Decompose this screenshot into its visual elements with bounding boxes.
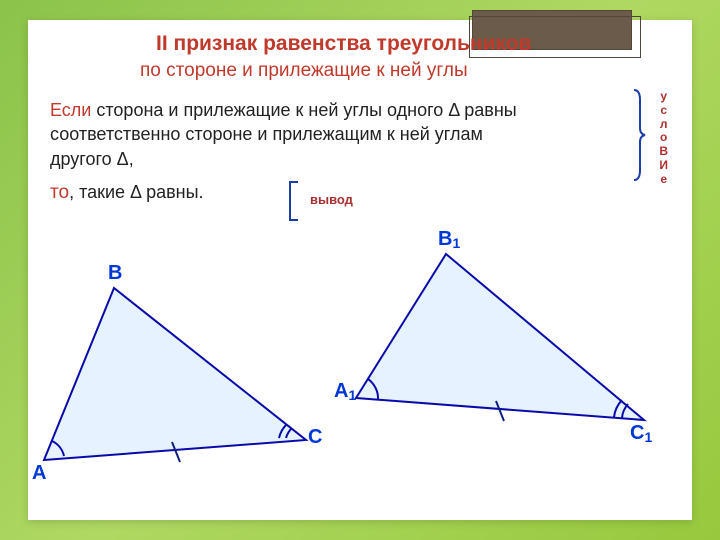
label-A1: A1 — [334, 380, 356, 403]
label-C1: С1 — [630, 422, 652, 445]
triangle-right — [28, 20, 692, 520]
label-B1: В1 — [438, 228, 460, 251]
slide-card: II признак равенства треугольников по ст… — [28, 20, 692, 520]
